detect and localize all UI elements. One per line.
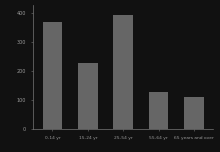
Bar (184, 97, 204, 129)
Bar (149, 92, 168, 129)
Bar (43, 22, 62, 129)
Bar (78, 62, 97, 129)
Bar (114, 15, 133, 129)
